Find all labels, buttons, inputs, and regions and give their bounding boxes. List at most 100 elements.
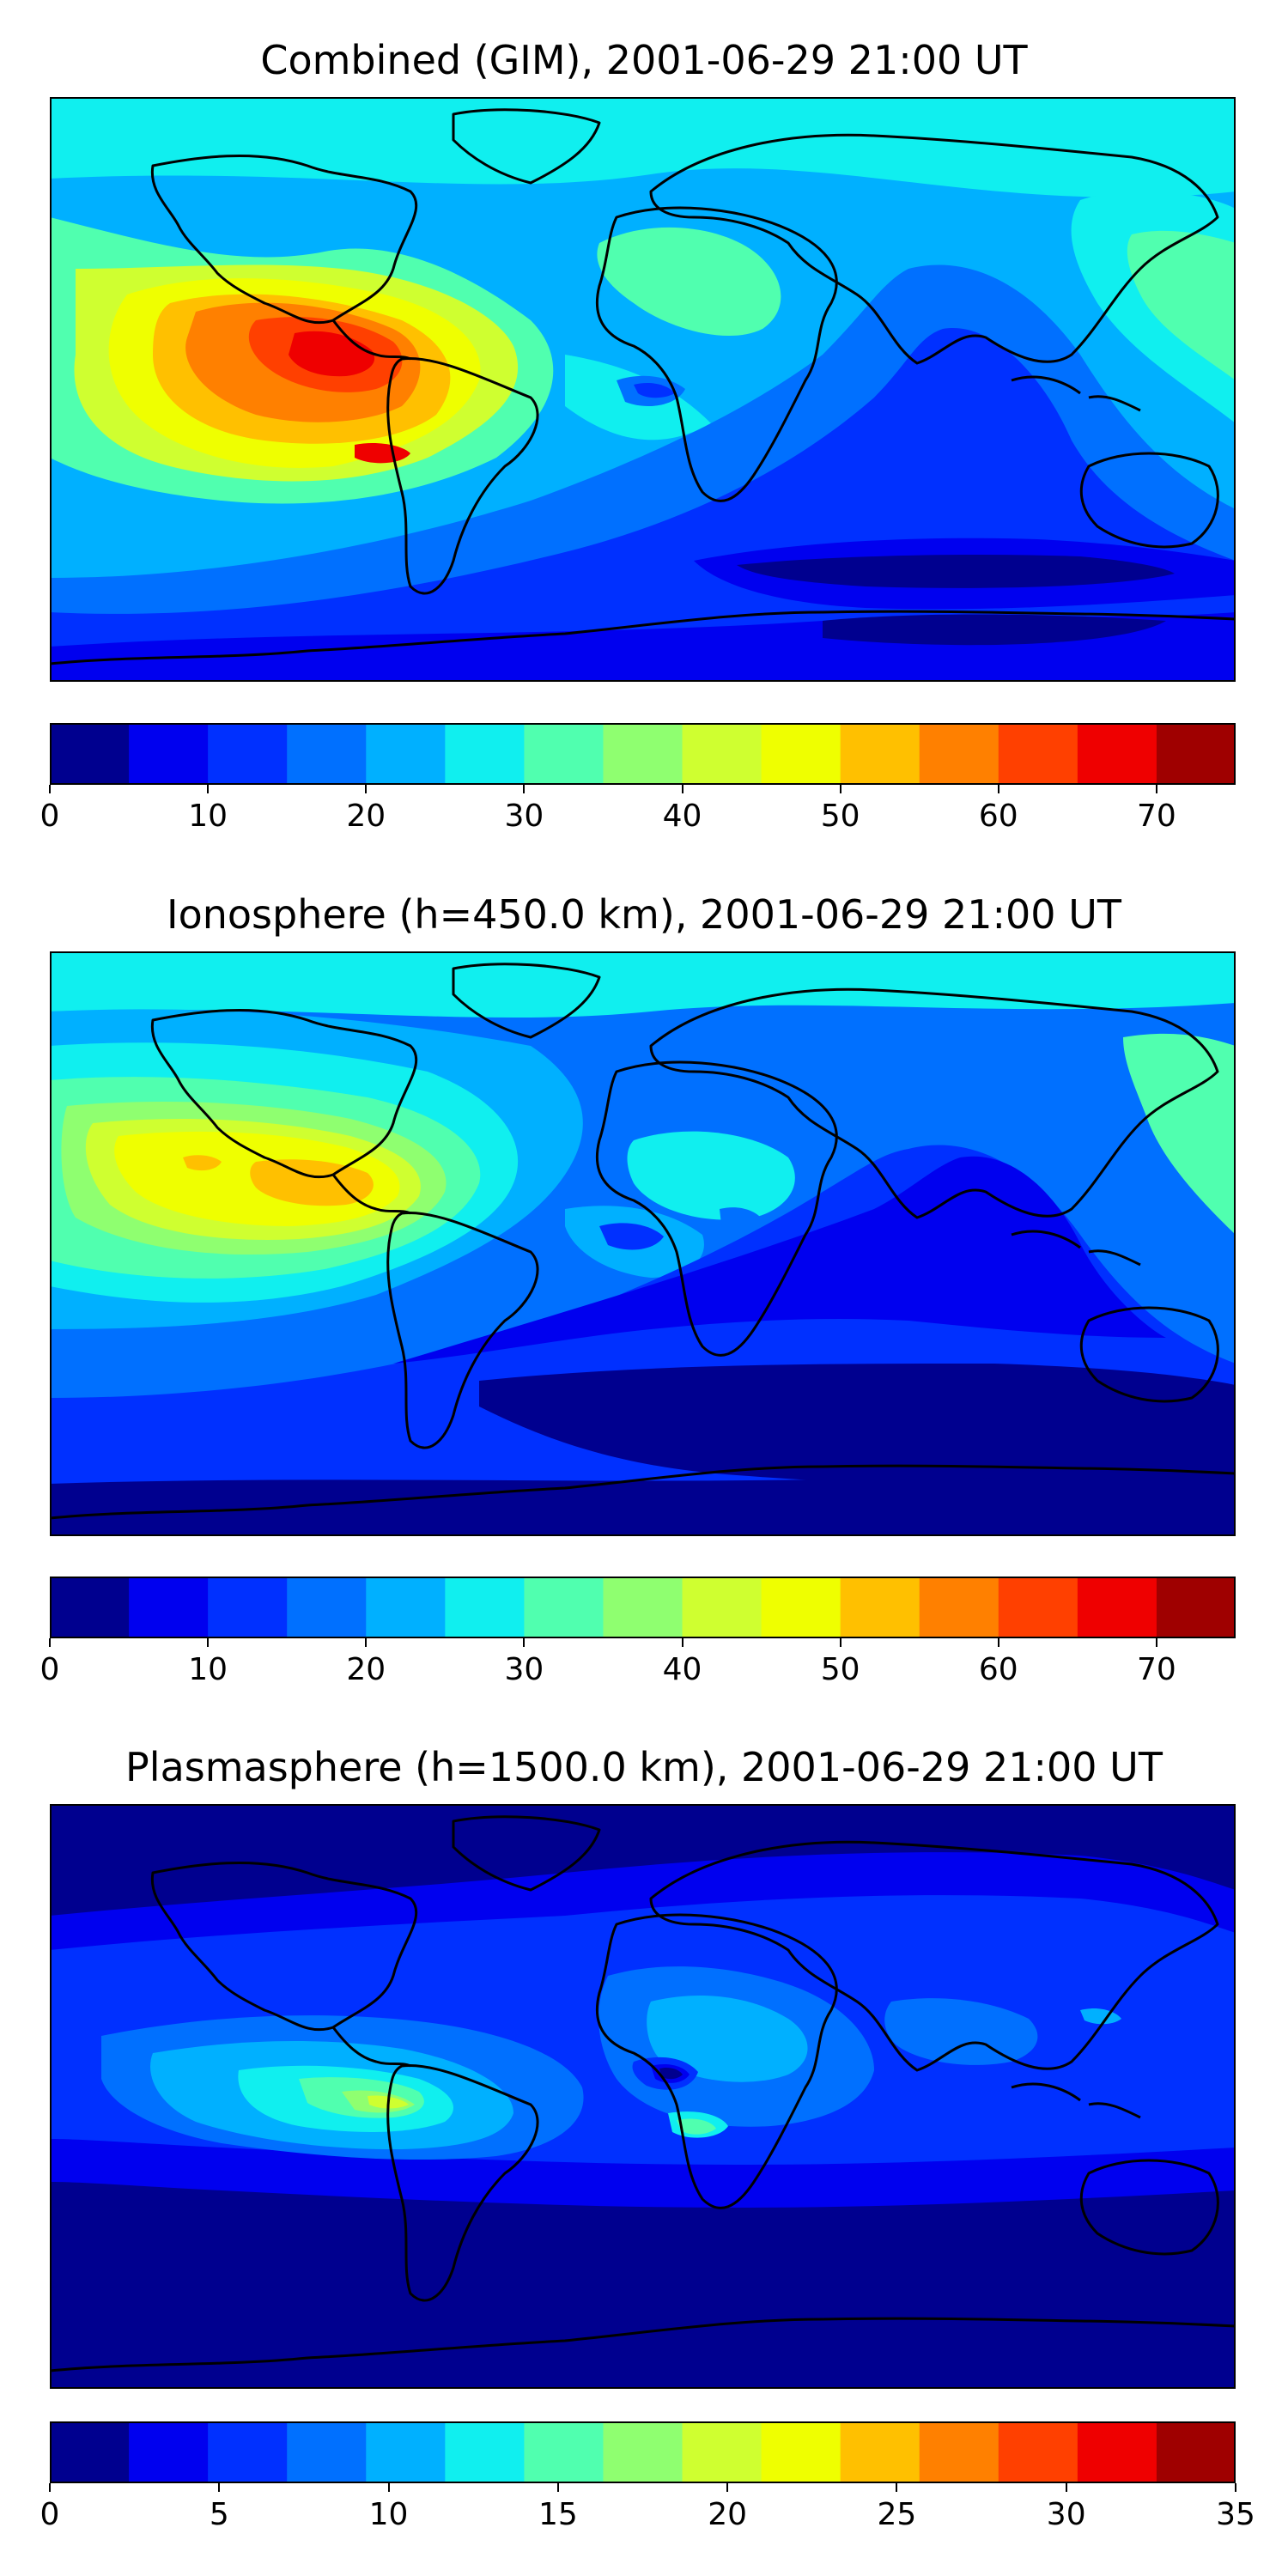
contour-band bbox=[737, 555, 1175, 588]
panel-1-map bbox=[50, 97, 1236, 682]
greenland-coast bbox=[452, 108, 601, 185]
colorbar-swatch bbox=[1077, 1577, 1157, 1638]
colorbar-swatch bbox=[208, 2421, 288, 2483]
eurasia-coast bbox=[649, 1840, 1219, 2072]
south-america-coast bbox=[386, 1211, 539, 1449]
colorbar-swatch bbox=[603, 723, 683, 785]
contour-band bbox=[823, 614, 1166, 646]
coastlines bbox=[50, 1815, 1236, 2372]
colorbar-swatch bbox=[287, 723, 367, 785]
contour-band bbox=[479, 1364, 1236, 1489]
colorbar-tick-label: 30 bbox=[1046, 2497, 1086, 2532]
colorbar-swatch bbox=[366, 723, 446, 785]
africa-coast bbox=[595, 1060, 838, 1357]
colorbar-swatch bbox=[524, 723, 605, 785]
colorbar-swatch bbox=[919, 1577, 999, 1638]
colorbar-tick-mark bbox=[681, 785, 683, 793]
colorbar-tick-label: 10 bbox=[188, 799, 228, 834]
contour-band bbox=[183, 1155, 222, 1171]
colorbar-tick-label: 20 bbox=[708, 2497, 748, 2532]
contour-band bbox=[250, 1159, 374, 1206]
colorbar-tick-label: 15 bbox=[538, 2497, 578, 2532]
colorbar-tick-mark bbox=[997, 785, 999, 793]
colorbar-tick-label: 0 bbox=[39, 799, 60, 834]
africa-coast bbox=[595, 1913, 838, 2209]
antarctica-coast bbox=[50, 610, 1236, 665]
north-america-coast bbox=[150, 154, 418, 325]
colorbar-swatch bbox=[998, 1577, 1078, 1638]
central-america-coast bbox=[331, 1174, 411, 1215]
colorbar-tick-mark bbox=[681, 1638, 683, 1647]
colorbar-swatch bbox=[682, 1577, 762, 1638]
colorbar-tick-mark bbox=[523, 785, 526, 793]
colorbar-tick-mark bbox=[523, 1638, 526, 1647]
colorbar-tick-mark bbox=[218, 2483, 221, 2492]
colorbar-tick-mark bbox=[1155, 1638, 1157, 1647]
south-america-coast bbox=[386, 2063, 539, 2302]
colorbar-tick-mark bbox=[839, 1638, 841, 1647]
colorbar-swatch bbox=[761, 723, 841, 785]
panel-3-colorbar-ticks: 0 5 10 15 20 25 30 35 bbox=[40, 2483, 1255, 2535]
coastlines bbox=[50, 963, 1236, 1520]
colorbar-tick-label: 50 bbox=[820, 1652, 860, 1687]
panel-3-map bbox=[50, 1804, 1236, 2389]
australia-coast bbox=[1079, 2159, 1219, 2256]
contour-band bbox=[677, 2118, 716, 2135]
colorbar-frame bbox=[50, 723, 1236, 785]
greenland-coast bbox=[452, 1815, 601, 1892]
colorbar-swatch bbox=[840, 1577, 920, 1638]
colorbar-swatch bbox=[1156, 723, 1236, 785]
map-frame bbox=[50, 951, 1236, 1536]
contour-fill-layer bbox=[50, 97, 1236, 682]
colorbar-tick-mark bbox=[896, 2483, 898, 2492]
colorbar-swatch bbox=[682, 723, 762, 785]
colorbar-swatch bbox=[998, 2421, 1078, 2483]
contour-band bbox=[393, 1156, 1166, 1364]
colorbar-tick-label: 10 bbox=[188, 1652, 228, 1687]
colorbar-swatch bbox=[50, 2421, 130, 2483]
south-america-coast bbox=[386, 356, 539, 595]
contour-band bbox=[634, 383, 675, 398]
colorbar-tick-label: 40 bbox=[662, 1652, 702, 1687]
colorbar-swatch bbox=[287, 2421, 367, 2483]
colorbar-swatch bbox=[445, 723, 525, 785]
colorbar-tick-label: 30 bbox=[504, 1652, 544, 1687]
contour-band bbox=[627, 1131, 795, 1220]
colorbar-swatch bbox=[682, 2421, 762, 2483]
colorbar-swatch bbox=[761, 1577, 841, 1638]
colorbar-tick-label: 25 bbox=[877, 2497, 917, 2532]
colorbar-tick-label: 30 bbox=[504, 799, 544, 834]
north-america-coast bbox=[150, 1861, 418, 2032]
colorbar-tick-label: 50 bbox=[820, 799, 860, 834]
map-frame bbox=[50, 97, 1236, 682]
colorbar-swatch bbox=[208, 1577, 288, 1638]
panel-2-colorbar bbox=[50, 1577, 1236, 1638]
colorbar-tick-label: 70 bbox=[1137, 799, 1176, 834]
colorbar-swatch bbox=[603, 2421, 683, 2483]
contour-band bbox=[355, 443, 410, 464]
contour-band bbox=[50, 97, 1236, 197]
contour-band bbox=[50, 1478, 1236, 1536]
colorbar-swatch bbox=[919, 2421, 999, 2483]
panel-3-title: Plasmasphere (h=1500.0 km), 2001-06-29 2… bbox=[125, 1744, 1163, 1790]
colorbar-tick-label: 5 bbox=[209, 2497, 229, 2532]
antarctica-coast bbox=[50, 2317, 1236, 2372]
colorbar-swatch bbox=[366, 1577, 446, 1638]
coastlines bbox=[50, 108, 1236, 665]
colorbar-swatch bbox=[366, 2421, 446, 2483]
colorbar-frame bbox=[50, 2421, 1236, 2483]
central-america-coast bbox=[331, 319, 411, 361]
indonesia-coast bbox=[1011, 375, 1141, 412]
contour-band bbox=[1123, 1033, 1236, 1235]
contour-fill-layer bbox=[50, 951, 1236, 1536]
colorbar-swatch bbox=[761, 2421, 841, 2483]
colorbar-swatch bbox=[524, 1577, 605, 1638]
eurasia-coast bbox=[649, 987, 1219, 1219]
colorbar-tick-label: 60 bbox=[978, 799, 1018, 834]
colorbar-swatch bbox=[1077, 2421, 1157, 2483]
colorbar-tick-label: 0 bbox=[39, 1652, 60, 1687]
colorbar-tick-mark bbox=[365, 785, 368, 793]
colorbar-tick-mark bbox=[49, 785, 51, 793]
colorbar-swatch bbox=[840, 2421, 920, 2483]
colorbar-tick-label: 0 bbox=[39, 2497, 60, 2532]
